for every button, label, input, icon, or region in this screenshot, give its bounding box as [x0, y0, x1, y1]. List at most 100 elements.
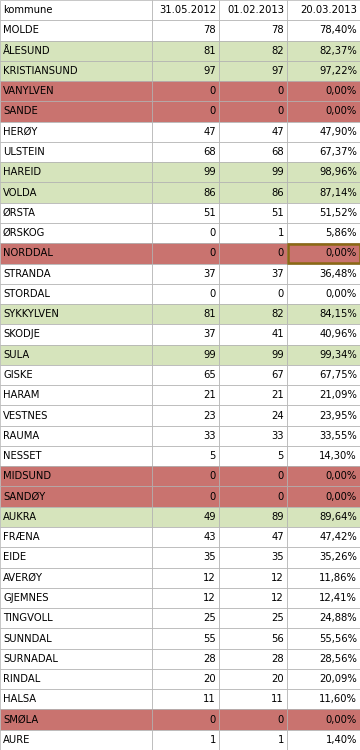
Bar [219, 81, 287, 101]
Text: 0: 0 [210, 106, 216, 116]
Text: 20: 20 [203, 674, 216, 684]
Text: SMØLA: SMØLA [3, 715, 38, 724]
Bar [152, 344, 219, 364]
Bar [0, 61, 152, 81]
Bar [0, 101, 152, 122]
Bar [287, 446, 360, 466]
Text: 1: 1 [278, 228, 284, 238]
Bar [219, 669, 287, 689]
Text: 47: 47 [271, 532, 284, 542]
Bar [219, 202, 287, 223]
Bar [287, 730, 360, 750]
Bar [287, 689, 360, 709]
Text: 24: 24 [271, 410, 284, 421]
Text: KRISTIANSUND: KRISTIANSUND [3, 66, 78, 76]
Text: 99: 99 [203, 350, 216, 360]
Bar [0, 162, 152, 182]
Text: 81: 81 [203, 309, 216, 320]
Bar [219, 710, 287, 730]
Text: SURNADAL: SURNADAL [3, 654, 58, 664]
Text: ØRSKOG: ØRSKOG [3, 228, 45, 238]
Bar [287, 608, 360, 628]
Text: 0: 0 [210, 471, 216, 482]
Bar [287, 710, 360, 730]
Text: GISKE: GISKE [3, 370, 33, 380]
Bar [0, 710, 152, 730]
Bar [152, 40, 219, 61]
Text: ÅLESUND: ÅLESUND [3, 46, 51, 56]
Bar [287, 548, 360, 568]
Text: 28: 28 [203, 654, 216, 664]
Bar [152, 426, 219, 446]
Bar [287, 344, 360, 364]
Text: 0: 0 [210, 715, 216, 724]
Bar [152, 466, 219, 487]
Bar [219, 0, 287, 20]
Bar [152, 710, 219, 730]
Text: 89,64%: 89,64% [319, 512, 357, 522]
Text: 0,00%: 0,00% [326, 248, 357, 259]
Bar [287, 243, 360, 263]
Bar [152, 386, 219, 406]
Bar [287, 426, 360, 446]
Text: 97: 97 [203, 66, 216, 76]
Bar [219, 162, 287, 182]
Text: STORDAL: STORDAL [3, 289, 50, 299]
Text: 82: 82 [271, 309, 284, 320]
Bar [219, 61, 287, 81]
Bar [152, 101, 219, 122]
Text: 37: 37 [203, 268, 216, 279]
Bar [0, 364, 152, 386]
Bar [0, 0, 152, 20]
Bar [287, 649, 360, 669]
Text: 0: 0 [278, 715, 284, 724]
Text: 21: 21 [271, 390, 284, 400]
Text: 21,09%: 21,09% [319, 390, 357, 400]
Bar [152, 0, 219, 20]
Text: 65: 65 [203, 370, 216, 380]
Bar [152, 324, 219, 344]
Bar [219, 122, 287, 142]
Text: 14,30%: 14,30% [319, 451, 357, 461]
Bar [287, 304, 360, 324]
Text: SKODJE: SKODJE [3, 329, 40, 340]
Bar [287, 0, 360, 20]
Text: 0: 0 [210, 289, 216, 299]
Bar [287, 324, 360, 344]
Text: NESSET: NESSET [3, 451, 41, 461]
Bar [0, 649, 152, 669]
Bar [219, 466, 287, 487]
Text: 99: 99 [271, 350, 284, 360]
Text: ØRSTA: ØRSTA [3, 208, 36, 218]
Text: 12: 12 [271, 573, 284, 583]
Bar [219, 40, 287, 61]
Text: 35: 35 [271, 553, 284, 562]
Bar [287, 202, 360, 223]
Text: SULA: SULA [3, 350, 29, 360]
Text: 11: 11 [203, 694, 216, 704]
Text: 47: 47 [203, 127, 216, 136]
Text: 40,96%: 40,96% [319, 329, 357, 340]
Text: 5: 5 [210, 451, 216, 461]
Bar [152, 730, 219, 750]
Text: 0: 0 [278, 289, 284, 299]
Text: 67,75%: 67,75% [319, 370, 357, 380]
Bar [152, 608, 219, 628]
Bar [0, 568, 152, 588]
Bar [219, 364, 287, 386]
Bar [287, 628, 360, 649]
Text: 99: 99 [271, 167, 284, 177]
Text: 82,37%: 82,37% [319, 46, 357, 56]
Bar [287, 527, 360, 548]
Bar [0, 507, 152, 527]
Bar [152, 243, 219, 263]
Bar [152, 20, 219, 40]
Bar [0, 263, 152, 284]
Bar [287, 263, 360, 284]
Text: 0: 0 [210, 228, 216, 238]
Text: 12: 12 [271, 593, 284, 603]
Bar [0, 588, 152, 608]
Text: 20: 20 [271, 674, 284, 684]
Bar [0, 243, 152, 263]
Bar [219, 689, 287, 709]
